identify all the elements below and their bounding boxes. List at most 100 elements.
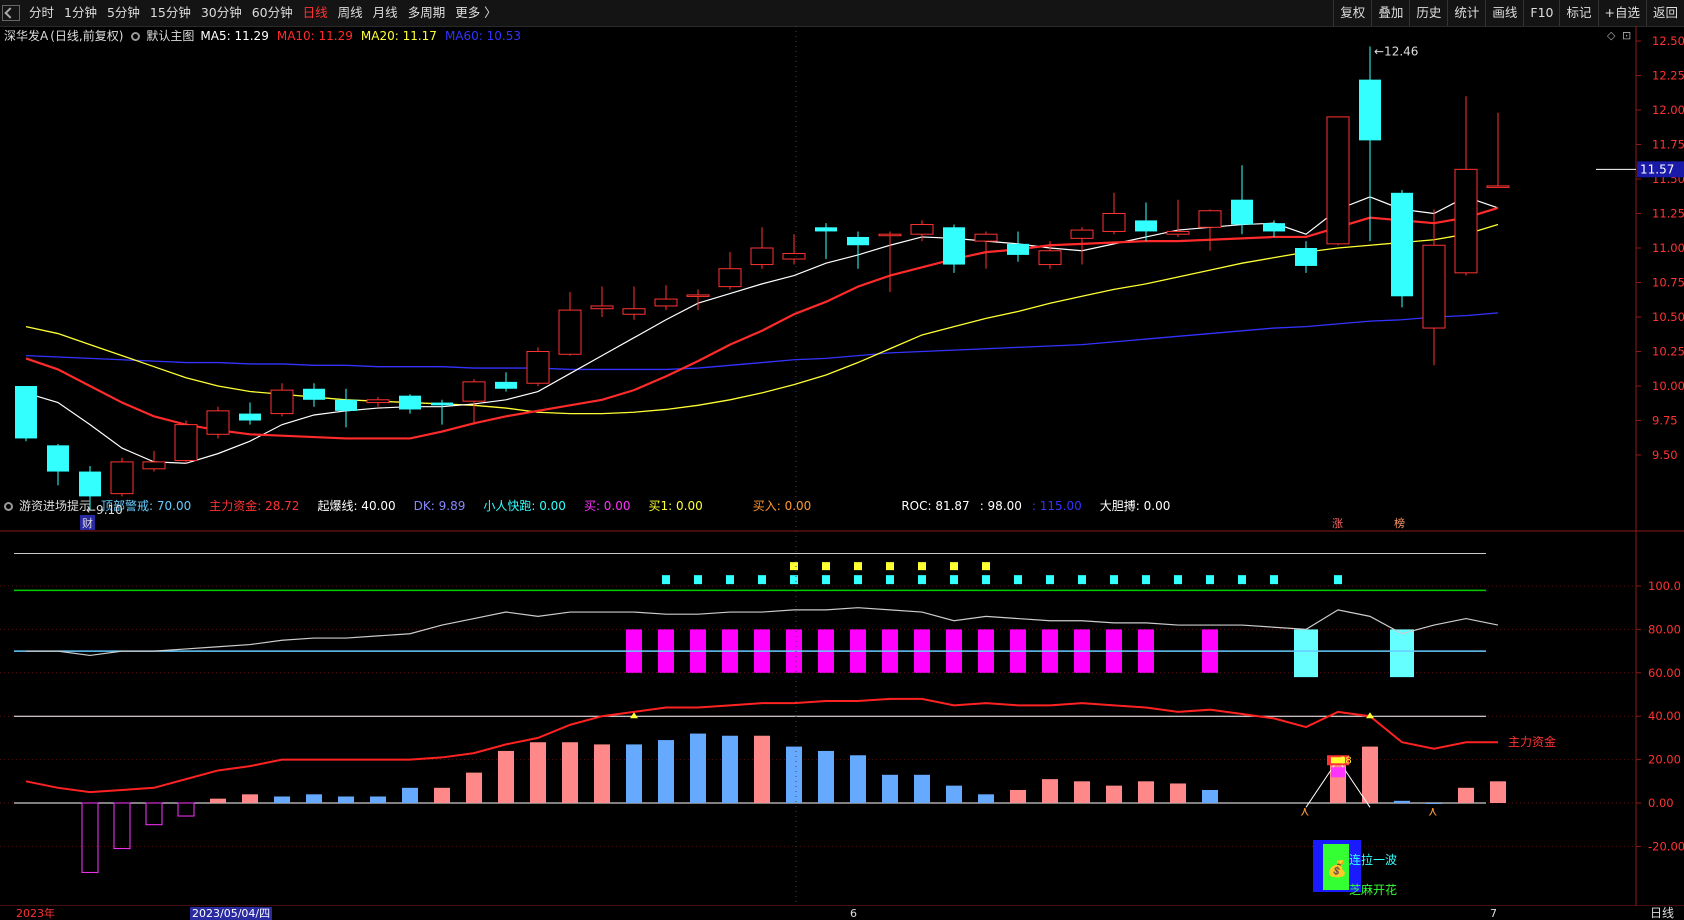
candle-body [47,445,69,472]
dk-bar [690,733,706,803]
top-marker-yellow [918,562,926,571]
low-price-label: ←9.10 [86,503,123,517]
indicator-tick-label: 80.00 [1648,622,1681,636]
dk-bar [1458,787,1474,803]
burst-marker [1366,712,1374,719]
top-marker-yellow [886,562,894,571]
candle-body [910,224,934,235]
ma-legend: MA5: 11.29 MA10: 11.29 MA20: 11.17 MA60: 10… [200,27,529,45]
tool-button-2[interactable]: 历史 [1409,0,1447,26]
period-tab-10[interactable]: 更多 〉 [455,5,497,20]
candle-body [750,247,774,266]
indicator-field-1: 主力资金: 28.72 [209,499,300,513]
roc-line [26,607,1499,657]
tool-button-1[interactable]: 叠加 [1371,0,1409,26]
dk-bar-negative [145,802,163,826]
badge-inner [1331,757,1345,764]
indicator-gear-icon[interactable] [4,501,13,511]
collapse-icon[interactable] [2,5,20,21]
candle-body [335,399,357,411]
dk-bar [914,774,930,803]
timeline-month-6: 6 [850,907,857,920]
indicator-field-9: : 98.00 [979,499,1022,513]
candle-body [943,227,965,265]
badge-value: 68 [1339,755,1352,766]
runner-icon: ⋏ [1300,805,1310,820]
period-tab-0[interactable]: 分时 [29,5,55,20]
tool-button-7[interactable]: +自选 [1597,0,1646,26]
tool-button-5[interactable]: F10 [1523,0,1559,26]
top-marker-yellow [790,562,798,571]
period-tab-2[interactable]: 5分钟 [106,5,140,20]
dk-bar [946,785,962,803]
indicator-info: 游资进场提示 顶部警戒: 70.00 主力资金: 28.72 起爆线: 40.00 D… [0,497,1180,515]
period-tab-6[interactable]: 日线 [302,5,328,20]
indicator-field-8: ROC: 81.87 [901,499,970,513]
price-tick-label: 9.50 [1652,448,1678,462]
period-tab-9[interactable]: 多周期 [407,5,446,20]
ma-label-2: MA20: 11.17 [360,29,437,43]
finance-marker: 财 [82,516,93,530]
indicator-field-4: 小人快跑: 0.00 [483,499,566,513]
template-name[interactable]: 默认主图 [146,29,195,43]
dk-bar [242,794,258,803]
candle-body [622,308,646,315]
indicator-field-10: : 115.00 [1031,499,1082,513]
ma-label-1: MA10: 11.29 [276,29,353,43]
period-tab-4[interactable]: 30分钟 [200,5,242,20]
tool-button-6[interactable]: 标记 [1559,0,1597,26]
top-marker-cyan [950,575,958,585]
top-marker-cyan [854,575,862,585]
top-marker-cyan [726,575,734,585]
tool-button-3[interactable]: 统计 [1447,0,1485,26]
period-tab-8[interactable]: 月线 [372,5,398,20]
period-tab-1[interactable]: 1分钟 [64,5,97,20]
burst-marker [630,712,638,719]
stock-name: 深华发A [4,29,49,43]
timeline-bar [0,906,1684,920]
top-marker-cyan [1270,575,1278,585]
top-marker-yellow [982,562,990,571]
candle-body [847,236,869,246]
dk-bar-negative [113,802,131,850]
settings-gear-icon[interactable] [131,31,141,41]
period-tab-5[interactable]: 60分钟 [251,5,293,20]
main-chart-info: 深华发A (日线,前复权) 默认主图 MA5: 11.29 MA10: 11.29… [0,27,529,45]
candle-body [974,233,998,242]
top-marker-cyan [1046,575,1054,585]
period-tab-3[interactable]: 15分钟 [149,5,191,20]
candle-body [79,471,101,497]
indicator-tick-label: 0.00 [1648,796,1674,810]
timeline-cursor-date: 2023/05/04/四 [190,907,273,920]
period-tabs: 分时 1分钟 5分钟 15分钟 30分钟 60分钟 日线 周线 月线 多周期 更多 〉 [0,0,502,26]
diamond-icon: ◇ [1607,29,1616,42]
candle-body [1038,250,1062,266]
high-price-label: ←12.46 [1374,45,1418,59]
dk-bar-negative [177,802,195,817]
dk-bar [722,735,738,803]
timeline-period[interactable]: 日线 [1650,906,1675,920]
signal-text-2: 芝麻开花 [1349,882,1397,897]
dk-bar [530,742,546,803]
candle-body [1295,248,1317,266]
top-marker-cyan [1014,575,1022,585]
candle-body [399,395,421,410]
dk-bar [1170,783,1186,803]
period-tab-7[interactable]: 周线 [337,5,363,20]
signal-text-1: 连拉一波 [1349,852,1397,867]
dk-bar [1074,781,1090,803]
dk-bar [370,796,386,803]
dk-bar [1394,800,1410,803]
tool-button-0[interactable]: 复权 [1333,0,1371,26]
dk-bar [498,750,514,803]
candle-body [1135,220,1157,232]
tool-button-4[interactable]: 画线 [1485,0,1523,26]
dk-bar [1202,789,1218,803]
candle-body [878,233,902,237]
candle-body [174,424,198,462]
tool-button-8[interactable]: 返回 [1645,0,1684,26]
dk-bar [1010,789,1026,803]
indicator-name[interactable]: 游资进场提示 [19,499,92,513]
top-marker-cyan [918,575,926,585]
